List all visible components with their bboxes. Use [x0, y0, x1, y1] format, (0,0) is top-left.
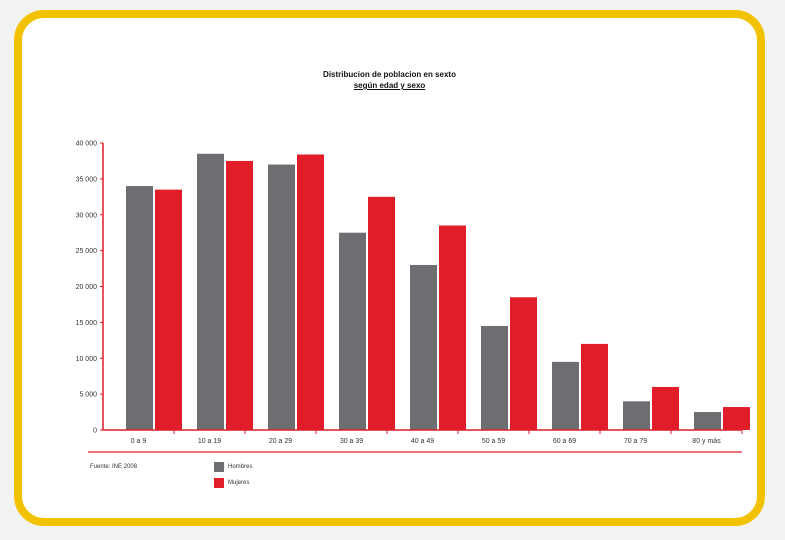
- bar-hombres: [410, 264, 437, 430]
- x-tick-label: 10 a 19: [198, 438, 221, 445]
- x-tick-label: 50 a 59: [482, 438, 505, 445]
- source-note: Fuente: INE 2008: [90, 464, 138, 470]
- bar-hombres: [268, 164, 295, 430]
- bar-mujeres: [510, 297, 537, 430]
- x-tick-label: 70 a 79: [624, 438, 647, 445]
- x-tick-label: 80 y más: [692, 438, 721, 445]
- y-tick-label: 30 000: [76, 212, 98, 219]
- bar-hombres: [623, 401, 650, 430]
- legend-swatch-hombres: [214, 462, 224, 472]
- bar-mujeres: [368, 196, 395, 430]
- bar-mujeres: [226, 160, 253, 430]
- y-tick-label: 0: [93, 428, 97, 435]
- y-tick-label: 20 000: [76, 284, 98, 291]
- y-tick-label: 15 000: [76, 320, 98, 327]
- bar-hombres: [481, 325, 508, 430]
- bar-mujeres: [297, 154, 324, 431]
- y-tick-label: 40 000: [76, 141, 98, 148]
- y-tick-label: 10 000: [76, 356, 98, 363]
- bar-mujeres: [155, 189, 182, 430]
- bar-hombres: [552, 361, 579, 430]
- bar-mujeres: [723, 407, 750, 430]
- y-tick-label: 25 000: [76, 248, 98, 255]
- legend-label-hombres: Hombres: [228, 464, 253, 470]
- chart-subtitle: según edad y sexo: [353, 81, 426, 90]
- legend-item-mujeres: Mujeres: [214, 478, 249, 488]
- bar-mujeres: [439, 225, 466, 430]
- x-tick-label: 40 a 49: [411, 438, 434, 445]
- legend-label-mujeres: Mujeres: [228, 480, 250, 486]
- bar-mujeres: [581, 343, 608, 430]
- x-tick-label: 30 a 39: [340, 438, 363, 445]
- bar-mujeres: [652, 386, 679, 430]
- bar-hombres: [126, 186, 153, 430]
- bar-hombres: [339, 232, 366, 430]
- legend-swatch-mujeres: [214, 478, 224, 488]
- x-tick-label: 0 a 9: [131, 438, 147, 445]
- chart-title: Distribucion de poblacion en sexto: [323, 70, 456, 79]
- bar-hombres: [694, 412, 721, 430]
- x-tick-label: 20 a 29: [269, 438, 292, 445]
- y-tick-label: 5 000: [79, 392, 97, 399]
- bar-hombres: [197, 153, 224, 430]
- y-tick-label: 35 000: [76, 176, 98, 183]
- legend-item-hombres: Hombres: [214, 462, 252, 472]
- x-tick-label: 60 a 69: [553, 438, 576, 445]
